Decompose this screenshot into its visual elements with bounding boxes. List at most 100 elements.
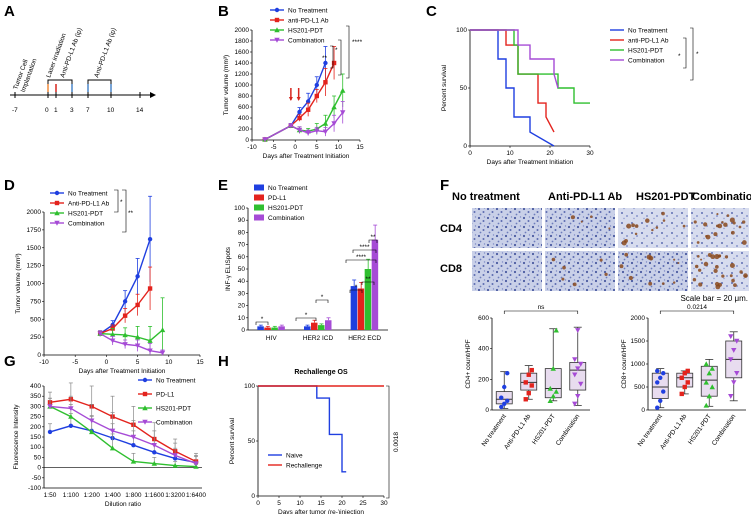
y-tick-label: 0 <box>641 407 645 414</box>
legend-label: No Treatment <box>628 27 668 34</box>
significance-bracket <box>345 259 377 263</box>
legend-swatch <box>254 184 264 191</box>
legend-label: HS201-PDT <box>268 205 303 212</box>
legend-label: HS201-PDT <box>288 27 323 34</box>
significance-bracket <box>114 189 119 213</box>
y-tick-label: 200 <box>478 376 489 383</box>
data-point <box>68 423 74 428</box>
bar-no-treatment <box>350 286 358 330</box>
timeline-label: 14 <box>136 107 144 114</box>
data-point <box>572 357 578 363</box>
significance-label: * <box>120 199 123 206</box>
y-tick-label: 20 <box>238 303 246 310</box>
significance-bracket <box>255 321 269 325</box>
stain-dot <box>661 211 665 216</box>
data-point <box>97 331 103 337</box>
significance-bracket <box>295 317 317 321</box>
legend-label: Combination <box>628 57 665 64</box>
chart-cd4-count: 0 200 400 600 CD4+ count/HPF No treatmentAnti… <box>465 304 590 451</box>
significance-label: 0.0018 <box>393 432 400 452</box>
y-axis-label: Tumor volume (mm³) <box>223 55 230 115</box>
y-tick-label: 600 <box>478 315 489 322</box>
y-axis-label: CD4+ count/HPF <box>465 339 472 388</box>
significance-label: **** <box>359 244 370 251</box>
data-point <box>340 87 346 93</box>
stain-dot <box>662 219 666 222</box>
data-point <box>553 388 559 394</box>
data-point <box>734 338 740 344</box>
timeline-panel: -7 0 1 3 7 10 14 Tumor CellImplantation … <box>10 27 156 114</box>
legend-label: Combination <box>288 37 325 44</box>
data-point <box>331 104 337 110</box>
data-point <box>193 461 199 467</box>
data-point <box>305 107 311 112</box>
data-point <box>151 460 157 466</box>
data-point <box>314 93 319 99</box>
x-tick-label: -5 <box>271 144 277 151</box>
timeline-label: -7 <box>12 107 18 114</box>
data-point <box>703 379 709 385</box>
stain-dot <box>723 222 728 227</box>
data-point <box>340 110 346 116</box>
y-tick-label: 100 <box>234 205 245 212</box>
significance-label: * <box>355 284 358 291</box>
legend-label: PD-L1 <box>156 391 175 398</box>
chart-rechallenge-h: 0 50 100 Percent survival 0 5 10 15 20 25 30 Days a… <box>229 369 400 514</box>
stain-dot <box>692 277 697 282</box>
y-tick-label: 1500 <box>631 338 646 345</box>
x-tick-label: Anti-PD-L1 Ab <box>503 413 533 451</box>
bar-hs201-pdt <box>271 327 278 330</box>
x-tick-label: HS201-PDT <box>531 413 557 446</box>
data-point <box>529 367 534 373</box>
x-tick-label: 10 <box>165 359 173 366</box>
data-point <box>505 398 510 403</box>
data-point <box>159 350 166 356</box>
significance-bracket <box>659 310 735 314</box>
stain-dot <box>714 254 720 260</box>
y-tick-label: 60 <box>238 254 246 261</box>
y-tick-label: 0 <box>245 137 249 144</box>
x-tick-label: 5 <box>277 500 281 507</box>
significance-bracket <box>386 385 390 499</box>
data-point <box>499 395 504 400</box>
data-point <box>305 99 311 104</box>
y-tick-label: 200 <box>30 424 41 431</box>
y-tick-label: 100 <box>30 444 41 451</box>
y-axis-label: Percent survival <box>441 64 448 111</box>
panel-label-g: G <box>4 353 16 370</box>
y-tick-label: 1750 <box>27 227 42 234</box>
legend-label: PD-L1 <box>268 195 287 202</box>
stain-dot <box>741 240 747 245</box>
timeline-arrowhead <box>150 92 156 98</box>
x-axis-label: Days after Treatment Initiation <box>263 153 350 160</box>
data-point <box>728 334 734 340</box>
panel-label-b: B <box>218 3 229 20</box>
data-point <box>526 372 531 377</box>
stain-dot <box>739 270 743 274</box>
x-tick-label: 10 <box>506 150 514 157</box>
data-point <box>547 398 553 403</box>
y-tick-label: 400 <box>30 383 41 390</box>
significance-bracket <box>683 37 687 69</box>
data-point <box>331 121 337 127</box>
stain-dot <box>682 224 686 228</box>
stain-dot <box>634 224 639 228</box>
legend-label: No Treatment <box>68 190 108 197</box>
significance-label: ** <box>365 276 371 283</box>
data-point <box>314 128 320 134</box>
y-tick-label: -50 <box>32 475 42 482</box>
ihc-column-header: Anti-PD-L1 Ab <box>548 191 622 203</box>
y-tick-label: 2000 <box>235 27 250 34</box>
y-tick-label: 1600 <box>235 49 250 56</box>
ihc-column-header: Combination <box>692 191 751 203</box>
data-point <box>679 375 684 380</box>
x-tick-label: 0 <box>468 150 472 157</box>
data-point <box>706 393 712 399</box>
y-tick-label: 0 <box>37 352 41 359</box>
stain-dot <box>731 278 735 283</box>
bar-combination <box>278 326 285 330</box>
y-tick-label: 50 <box>248 438 256 445</box>
data-point <box>502 401 507 407</box>
chart-tumor-volume-d: 0 250 500 750 1000 1250 1500 1750 2000 Tumor volu… <box>15 189 204 375</box>
x-tick-label: HER2 ECD <box>348 335 381 342</box>
